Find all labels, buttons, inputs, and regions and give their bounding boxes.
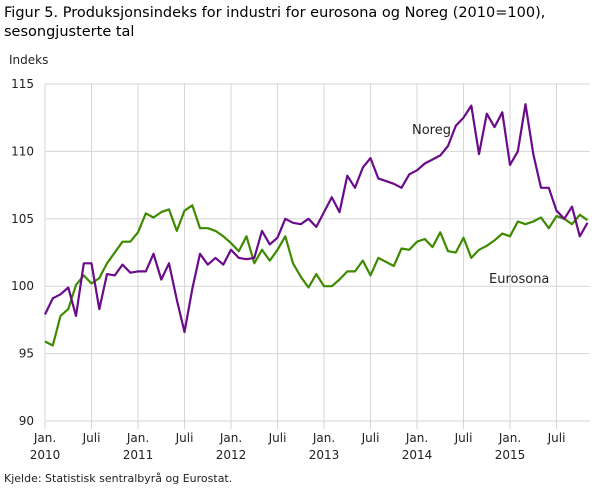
x-tick-label: Juli (454, 431, 473, 445)
x-tick-label: Jan. (126, 431, 149, 445)
chart-title: Figur 5. Produksjonsindeks for industri … (4, 5, 546, 40)
series-label-noreg: Noreg (412, 123, 451, 138)
y-tick-label: 90 (19, 414, 34, 428)
x-tick-year: 2015 (495, 448, 526, 462)
y-tick-label: 100 (11, 279, 34, 293)
x-tick-year: 2013 (309, 448, 340, 462)
series-line-noreg (44, 103, 589, 334)
x-tick-label: Jan. (33, 431, 56, 445)
x-tick-label: Jan. (498, 431, 521, 445)
series-label-eurosona: Eurosona (489, 272, 549, 287)
x-tick-label: Juli (547, 431, 566, 445)
x-tick-year: 2010 (30, 448, 61, 462)
source-note: Kjelde: Statistisk sentralbyrå og Eurost… (4, 472, 233, 485)
y-axis-label: Indeks (9, 53, 49, 67)
x-tick-year: 2014 (402, 448, 433, 462)
x-tick-label: Juli (175, 431, 194, 445)
series-line-eurosona (44, 204, 589, 347)
y-tick-label: 110 (11, 144, 34, 158)
x-tick-year: 2011 (123, 448, 154, 462)
x-tick-label: Jan. (219, 431, 242, 445)
x-tick-label: Juli (82, 431, 101, 445)
x-tick-label: Juli (268, 431, 287, 445)
y-tick-label: 115 (11, 77, 34, 91)
y-tick-label: 105 (11, 212, 34, 226)
x-tick-label: Jan. (312, 431, 335, 445)
x-tick-year: 2012 (216, 448, 247, 462)
y-tick-label: 95 (19, 347, 34, 361)
x-tick-label: Jan. (405, 431, 428, 445)
x-tick-label: Juli (361, 431, 380, 445)
